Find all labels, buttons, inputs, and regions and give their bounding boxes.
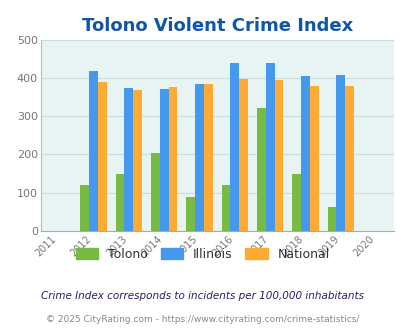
- Bar: [98, 82, 107, 231]
- Legend: Tolono, Illinois, National: Tolono, Illinois, National: [71, 243, 334, 266]
- Bar: [168, 87, 177, 231]
- Bar: [230, 63, 239, 231]
- Bar: [292, 174, 301, 231]
- Title: Tolono Violent Crime Index: Tolono Violent Crime Index: [81, 17, 352, 35]
- Text: Crime Index corresponds to incidents per 100,000 inhabitants: Crime Index corresponds to incidents per…: [41, 291, 364, 301]
- Bar: [344, 86, 353, 231]
- Bar: [301, 76, 309, 231]
- Bar: [160, 89, 168, 231]
- Bar: [336, 75, 344, 231]
- Bar: [203, 84, 212, 231]
- Bar: [265, 63, 274, 231]
- Bar: [195, 84, 203, 231]
- Bar: [309, 85, 318, 231]
- Bar: [274, 80, 283, 231]
- Bar: [186, 197, 195, 231]
- Bar: [327, 207, 336, 231]
- Bar: [256, 108, 265, 231]
- Bar: [124, 88, 133, 231]
- Bar: [80, 185, 89, 231]
- Bar: [89, 71, 98, 231]
- Bar: [133, 90, 142, 231]
- Text: © 2025 CityRating.com - https://www.cityrating.com/crime-statistics/: © 2025 CityRating.com - https://www.city…: [46, 315, 359, 324]
- Bar: [239, 79, 247, 231]
- Bar: [115, 174, 124, 231]
- Bar: [221, 185, 230, 231]
- Bar: [151, 153, 160, 231]
